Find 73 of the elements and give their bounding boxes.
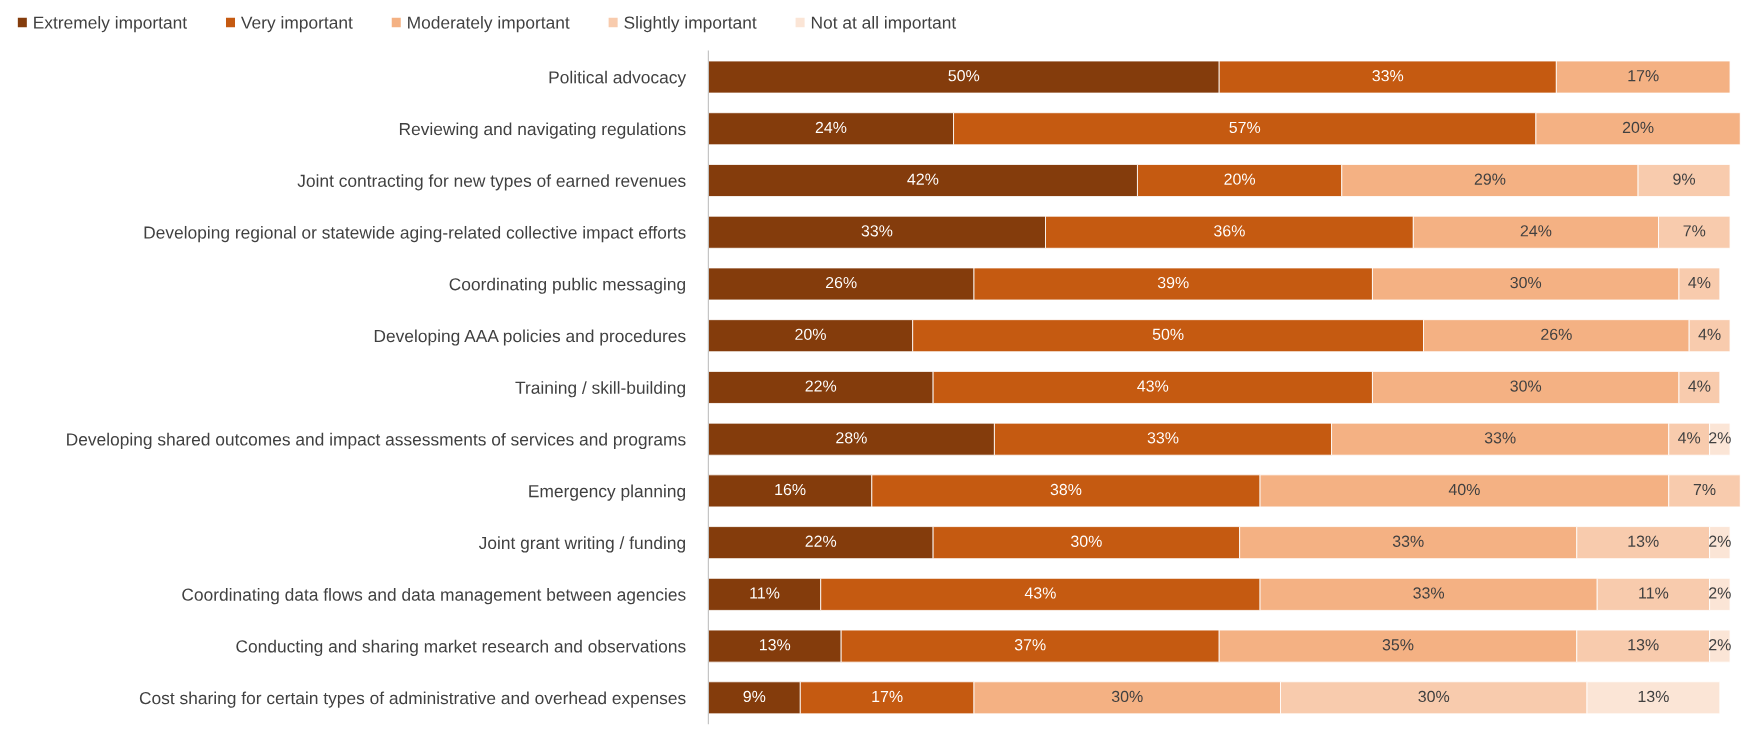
data-label: 4% [1677, 432, 1701, 444]
data-label: 30% [1071, 535, 1102, 547]
data-label: 24% [1520, 225, 1552, 237]
data-label: 33% [1413, 587, 1445, 599]
data-label: 33% [1484, 432, 1516, 444]
data-label: 20% [1622, 121, 1654, 134]
legend-label: Very important [240, 16, 353, 33]
data-label: 30% [1510, 276, 1542, 289]
y-tick-label: Political advocacy [549, 70, 687, 87]
data-label: 33% [861, 225, 893, 237]
data-label: 20% [1224, 173, 1256, 185]
y-tick-label: Developing shared outcomes and impact assessments of services and programs [67, 432, 686, 450]
data-label: 24% [815, 121, 847, 133]
data-label: 4% [1698, 328, 1721, 340]
legend-label: Not at all important [811, 16, 957, 33]
data-label: 2% [1709, 639, 1731, 651]
y-tick-label: Coordinating public messaging [449, 277, 686, 294]
data-label: 2% [1709, 535, 1731, 547]
data-label: 26% [825, 276, 857, 289]
data-label: 38% [1050, 483, 1082, 496]
data-label: 11% [1639, 587, 1669, 599]
data-label: 4% [1688, 380, 1711, 392]
data-label: 22% [805, 380, 837, 392]
data-label: 57% [1229, 121, 1261, 134]
y-tick-label: Training / skill-building [515, 381, 686, 398]
data-label: 43% [1137, 380, 1169, 392]
data-label: 30% [1111, 690, 1143, 703]
data-label: 40% [1448, 483, 1480, 496]
y-tick-label: Conducting and sharing market research and observations [236, 639, 686, 656]
data-label: 35% [1382, 639, 1414, 651]
data-label: 33% [1147, 432, 1179, 444]
y-tick-label: Developing AAA policies and procedures [374, 329, 686, 346]
data-label: 22% [805, 535, 837, 547]
data-label: 4% [1688, 277, 1711, 289]
data-label: 30% [1418, 690, 1450, 703]
y-tick-label: Developing regional or statewide aging-related collective impact efforts [144, 225, 686, 243]
legend-label: Slightly important [624, 16, 757, 33]
data-label: 33% [1372, 70, 1404, 82]
data-label: 28% [836, 432, 867, 444]
data-label: 7% [1683, 225, 1706, 237]
data-label: 20% [795, 328, 826, 340]
data-label: 50% [1152, 328, 1184, 340]
y-tick-label: Emergency planning [529, 484, 686, 501]
data-label: 13% [759, 639, 791, 651]
legend-label: Extremely important [34, 16, 187, 33]
y-tick-label: Reviewing and navigating regulations [399, 122, 686, 139]
data-label: 17% [872, 690, 903, 703]
data-label: 11% [750, 587, 780, 599]
y-tick-label: Joint contracting for new types of earned revenues [297, 174, 686, 191]
data-label: 7% [1693, 483, 1716, 496]
legend-label: Moderately important [408, 16, 570, 33]
data-label: 2% [1709, 587, 1731, 599]
data-label: 9% [743, 690, 766, 703]
data-label: 17% [1628, 70, 1659, 82]
data-label: 42% [907, 173, 939, 185]
data-label: 29% [1474, 173, 1506, 185]
data-label: 16% [775, 483, 806, 496]
data-label: 26% [1541, 328, 1572, 340]
data-label: 13% [1638, 690, 1669, 703]
data-label: 13% [1628, 535, 1659, 547]
data-label: 50% [948, 70, 980, 82]
data-label: 30% [1510, 380, 1542, 392]
data-label: 33% [1392, 535, 1424, 547]
data-label: 2% [1709, 432, 1731, 444]
y-tick-label: Coordinating data flows and data management between agencies [182, 588, 686, 605]
y-tick-label: Joint grant writing / funding [478, 536, 686, 553]
data-label: 43% [1024, 587, 1056, 599]
y-tick-label: Cost sharing for certain types of administrative and overhead expenses [139, 691, 686, 708]
data-label: 39% [1157, 276, 1189, 289]
data-label: 36% [1214, 225, 1245, 237]
data-label: 37% [1014, 639, 1046, 651]
data-label: 9% [1673, 173, 1696, 185]
data-label: 13% [1628, 639, 1659, 651]
